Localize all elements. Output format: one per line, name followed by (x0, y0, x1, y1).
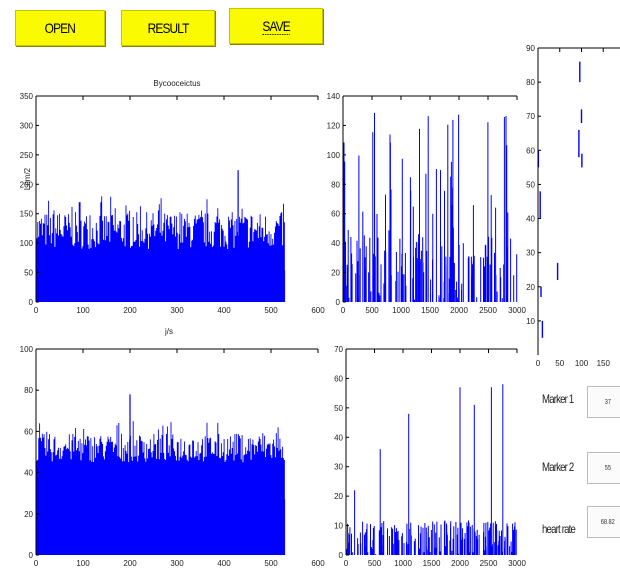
ytick-label: 40 (526, 215, 535, 224)
ytick-label: 70 (334, 345, 343, 354)
xtick-label: 300 (170, 559, 184, 568)
ytick-label: 100 (20, 345, 34, 354)
xtick-label: 400 (217, 559, 231, 568)
heart-rate-label: heart rate (542, 522, 576, 536)
ytick-label: 150 (20, 210, 34, 219)
open-button[interactable]: OPEN (15, 10, 105, 46)
xtick-label: 100 (575, 359, 589, 368)
xtick-label: 0 (34, 306, 39, 315)
xtick-label: 500 (365, 306, 379, 315)
ytick-label: 50 (526, 180, 535, 189)
ytick-label: 0 (336, 298, 341, 307)
signal-trace (35, 421, 285, 555)
xtick-label: 500 (368, 559, 382, 568)
ytick-label: 70 (526, 112, 535, 121)
marker-1-field[interactable]: 37 (587, 386, 620, 418)
xtick-label: 2000 (450, 306, 468, 315)
ytick-label: 10 (334, 522, 343, 531)
x-axis-label: j/s (164, 327, 173, 336)
ytick-label: 30 (334, 463, 343, 472)
xtick-label: 1500 (423, 559, 441, 568)
xtick-label: 100 (76, 306, 90, 315)
ytick-label: 90 (526, 44, 535, 53)
ytick-label: 40 (334, 433, 343, 442)
xtick-label: 600 (311, 559, 325, 568)
ytick-label: 60 (334, 374, 343, 383)
ytick-label: 300 (20, 121, 34, 130)
xtick-label: 2000 (451, 559, 469, 568)
ytick-label: 140 (327, 92, 341, 101)
chart-1: 0 50 100 150 200 250 300 350 0 100 200 300 400 500 600… (20, 79, 326, 336)
xtick-label: 50 (555, 359, 564, 368)
ytick-label: 60 (526, 146, 535, 155)
xtick-label: 300 (170, 306, 184, 315)
marker-2-field[interactable]: 55 (587, 452, 620, 484)
xtick-label: 2500 (480, 559, 498, 568)
xtick-label: 100 (76, 559, 90, 568)
ytick-label: 120 (327, 121, 341, 130)
poincare-marks (537, 61, 583, 338)
chart-4: 0 20 40 60 80 100 0 100 200 300 400 500 600 (20, 345, 326, 568)
ytick-label: 20 (331, 269, 340, 278)
ytick-label: 80 (526, 78, 535, 87)
marker-2-label: Marker 2 (542, 460, 574, 474)
y-axis-label: Lnm/2 (23, 167, 32, 190)
xtick-label: 0 (344, 559, 349, 568)
save-button[interactable]: SAVE (229, 8, 323, 44)
xtick-label: 3000 (508, 559, 526, 568)
xtick-label: 0 (34, 559, 39, 568)
xtick-label: 0 (536, 359, 541, 368)
ytick-label: 100 (20, 239, 34, 248)
xtick-label: 1000 (392, 306, 410, 315)
chart-2: 0 20 40 60 80 100 120 140 0 500 1000 1500 2000 2500 30… (327, 92, 527, 315)
rr-trace (342, 112, 518, 302)
ytick-label: 30 (526, 249, 535, 258)
ytick-label: 60 (24, 427, 33, 436)
ytick-label: 0 (339, 551, 344, 560)
xtick-label: 150 (597, 359, 611, 368)
heart-rate-field[interactable]: 68.82 (587, 506, 620, 538)
ytick-label: 200 (20, 180, 34, 189)
ytick-label: 80 (24, 386, 33, 395)
ytick-label: 250 (20, 151, 34, 160)
xtick-label: 400 (217, 306, 231, 315)
xtick-label: 600 (311, 306, 325, 315)
ytick-label: 50 (334, 404, 343, 413)
ytick-label: 40 (331, 239, 340, 248)
ytick-label: 20 (24, 510, 33, 519)
xtick-label: 0 (341, 306, 346, 315)
ytick-label: 0 (29, 551, 34, 560)
ytick-label: 40 (24, 469, 33, 478)
chart-5: 0 10 20 30 40 50 60 70 0 500 1000 1500 2000 2500 3000 (334, 345, 526, 568)
ytick-label: 80 (331, 180, 340, 189)
marker-1-label: Marker 1 (542, 392, 574, 406)
ytick-label: 350 (20, 92, 34, 101)
xtick-label: 500 (264, 306, 278, 315)
xtick-label: 1500 (421, 306, 439, 315)
xtick-label: 200 (123, 559, 137, 568)
ytick-label: 50 (24, 269, 33, 278)
ytick-label: 100 (327, 151, 341, 160)
xtick-label: 1000 (394, 559, 412, 568)
xtick-label: 200 (123, 306, 137, 315)
xtick-label: 3000 (508, 306, 526, 315)
chart-title: Bycooceictus (153, 79, 200, 88)
spike-trace (345, 384, 517, 555)
ytick-label: 20 (334, 492, 343, 501)
ytick-label: 10 (526, 317, 535, 326)
signal-trace (35, 196, 285, 302)
chart-3: 10 20 30 40 50 60 70 80 90 0 50 100 150 (526, 44, 620, 368)
ytick-label: 20 (526, 283, 535, 292)
result-button[interactable]: RESULT (121, 10, 215, 46)
xtick-label: 2500 (479, 306, 497, 315)
ytick-label: 60 (331, 210, 340, 219)
xtick-label: 500 (264, 559, 278, 568)
ytick-label: 0 (29, 298, 34, 307)
